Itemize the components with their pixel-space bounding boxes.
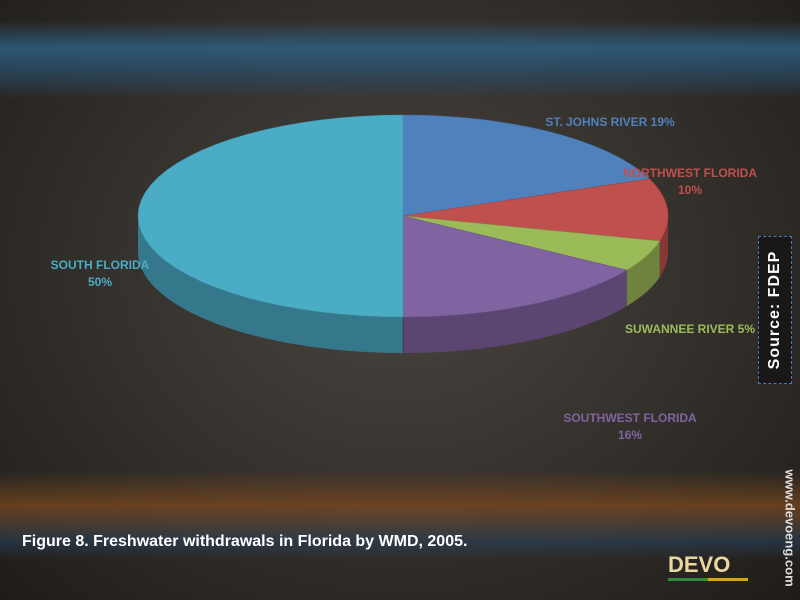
logo-bar: [668, 578, 748, 581]
website-url: www.devoeng.com: [782, 469, 798, 587]
devo-logo: DEVO: [668, 552, 748, 581]
pie-slice-suwannee-river: [402, 215, 661, 271]
pie-side-south-florida: [138, 216, 403, 353]
label-suwannee: SUWANNEE RIVER 5%: [624, 322, 756, 336]
figure-caption: Figure 8. Freshwater withdrawals in Flor…: [22, 533, 468, 550]
pie-slice-northwest-florida: [402, 178, 669, 242]
pie-slice-st-johns-river: [402, 114, 651, 217]
pie-side-southwest-florida: [403, 270, 627, 353]
label-south: SOUTH FLORIDA 50%: [50, 258, 150, 289]
label-northwest: NORTHWEST FLORIDA 10%: [623, 166, 757, 197]
label-southwest: SOUTHWEST FLORIDA 16%: [563, 411, 697, 442]
source-text: Source: FDEP: [766, 250, 783, 370]
source-box: Source: FDEP: [758, 236, 792, 384]
pie-side-suwannee-river: [626, 241, 660, 307]
pie-side-northwest-florida: [659, 216, 668, 278]
pie-slice-south-florida: [137, 114, 404, 318]
pie-slice-southwest-florida: [402, 215, 628, 318]
background-band-bottom: [0, 470, 800, 560]
background-band-top: [0, 20, 800, 100]
label-st-johns: ST. JOHNS RIVER 19%: [545, 115, 675, 129]
logo-text: DEVO: [668, 552, 731, 577]
